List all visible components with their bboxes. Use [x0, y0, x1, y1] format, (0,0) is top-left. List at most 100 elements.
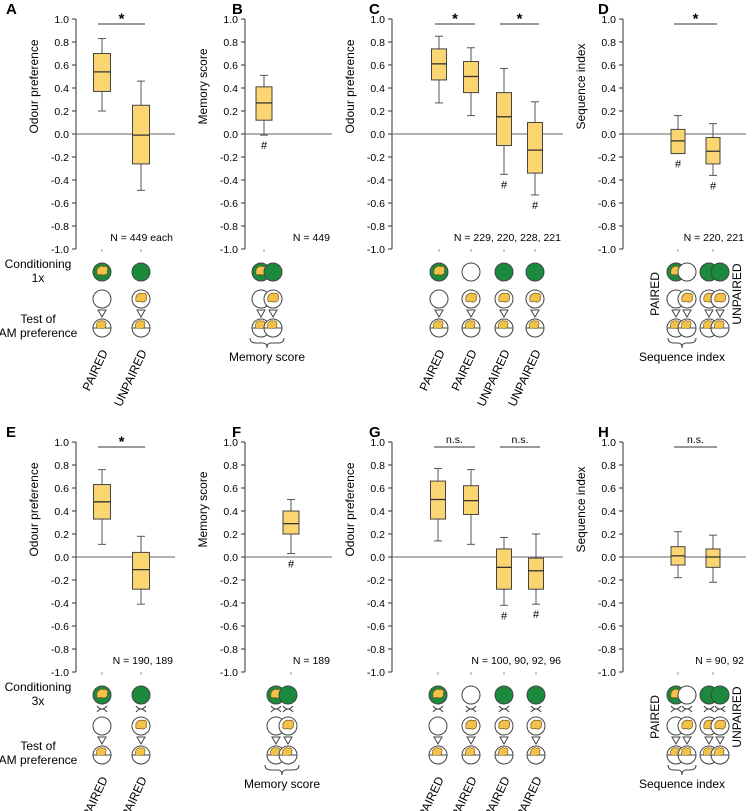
- larva-body: [96, 265, 108, 276]
- significance-hash: #: [532, 200, 539, 212]
- larva-body: [96, 688, 108, 699]
- significance-ns: n.s.: [687, 434, 704, 446]
- y-tick-label: 0.8: [223, 460, 238, 472]
- significance-star: *: [119, 434, 125, 451]
- y-tick-label: -0.6: [367, 198, 385, 210]
- down-arrow-icon: [283, 736, 293, 746]
- y-tick-label: 0.2: [223, 106, 238, 118]
- y-axis-label: Sequence index: [574, 43, 588, 129]
- repeat-loop: [670, 708, 682, 713]
- y-axis-label: Odour preference: [27, 462, 41, 556]
- y-tick-label: -1.0: [598, 667, 616, 679]
- repeat-loop: [96, 708, 108, 713]
- significance-hash: #: [710, 180, 717, 192]
- schematic-label-conditioning: Conditioning: [5, 680, 72, 694]
- y-tick-label: -0.8: [51, 221, 69, 233]
- panel-label: F: [232, 424, 241, 441]
- schematic-label-am: AM preference: [0, 326, 78, 340]
- sample-size-label: N = 90, 92: [695, 655, 744, 667]
- y-tick-label: 0.6: [54, 60, 69, 72]
- y-tick-label: -0.4: [598, 598, 616, 610]
- category-label: PAIRED: [416, 774, 447, 811]
- larva-icon: [530, 719, 542, 730]
- category-label-paired: PAIRED: [648, 695, 662, 739]
- schematic-label-conditioning: Conditioning: [5, 257, 72, 271]
- schematic-circle: [278, 685, 298, 705]
- down-arrow-icon: [271, 736, 281, 746]
- category-label: PAIRED: [449, 347, 480, 393]
- panel-label: E: [6, 424, 16, 441]
- y-tick-label: -1.0: [51, 667, 69, 679]
- y-tick-label: -0.4: [367, 175, 385, 187]
- y-tick-label: -0.4: [51, 175, 69, 187]
- schematic-circle: [263, 262, 283, 282]
- y-tick-label: -0.4: [51, 598, 69, 610]
- y-tick-label: 0.6: [370, 483, 385, 495]
- schematic-circle: [461, 262, 481, 282]
- y-tick-label: -0.8: [598, 221, 616, 233]
- category-label-paired: PAIRED: [648, 272, 662, 316]
- panel-label: H: [598, 424, 609, 441]
- y-tick-label: 0.8: [223, 37, 238, 49]
- panel-label: D: [598, 1, 609, 18]
- y-axis-label: Odour preference: [343, 462, 357, 556]
- category-label-unpaired: UNPAIRED: [730, 263, 744, 324]
- bracket-label: Sequence index: [639, 350, 725, 364]
- significance-hash: #: [261, 140, 268, 152]
- y-tick-label: 0.6: [223, 483, 238, 495]
- larva-icon: [498, 719, 510, 730]
- y-tick-label: 0.8: [601, 37, 616, 49]
- larva-icon: [529, 320, 540, 329]
- y-tick-label: 0.0: [54, 129, 69, 141]
- down-arrow-icon: [466, 736, 476, 746]
- y-tick-label: -0.8: [51, 644, 69, 656]
- y-tick-label: 0.6: [223, 60, 238, 72]
- down-arrow-icon: [682, 309, 692, 319]
- significance-star: *: [452, 11, 458, 28]
- y-axis-label: Memory score: [196, 48, 210, 124]
- larva-body: [96, 747, 107, 756]
- down-arrow-icon: [530, 309, 540, 319]
- down-arrow-icon: [704, 736, 714, 746]
- schematic-circle: [710, 685, 730, 705]
- repeat-loop: [432, 708, 444, 713]
- larva-icon: [714, 292, 726, 303]
- y-tick-label: 0.4: [601, 83, 616, 95]
- category-label-unpaired: UNPAIRED: [730, 686, 744, 747]
- y-tick-label: 0.0: [54, 552, 69, 564]
- schematic-label-test: Test of: [20, 312, 56, 326]
- y-tick-label: 0.4: [370, 506, 385, 518]
- significance-hash: #: [288, 559, 295, 571]
- larva-body: [681, 320, 692, 329]
- sample-size-label: N = 449: [293, 232, 330, 244]
- larva-icon: [433, 265, 445, 276]
- y-tick-label: 1.0: [601, 437, 616, 449]
- sample-size-label: N = 190, 189: [113, 655, 174, 667]
- y-axis-label: Odour preference: [343, 39, 357, 133]
- y-tick-label: 0.0: [370, 552, 385, 564]
- larva-icon: [135, 747, 146, 756]
- panel-label: A: [6, 1, 17, 18]
- larva-body: [465, 719, 477, 730]
- down-arrow-icon: [715, 736, 725, 746]
- y-tick-label: 0.2: [54, 529, 69, 541]
- brace: [667, 764, 697, 776]
- larva-icon: [529, 292, 541, 303]
- category-label: PAIRED: [80, 774, 111, 811]
- schematic-circle: [525, 262, 545, 282]
- bracket-label: Sequence index: [639, 777, 725, 791]
- repeat-loop: [135, 708, 147, 713]
- down-arrow-icon: [682, 736, 692, 746]
- down-arrow-icon: [136, 736, 146, 746]
- schematic-circle: [92, 716, 112, 736]
- larva-body: [465, 292, 477, 303]
- down-arrow-icon: [97, 309, 107, 319]
- larva-body: [681, 747, 692, 756]
- y-axis-label: Odour preference: [27, 39, 41, 133]
- y-tick-label: 0.8: [370, 37, 385, 49]
- y-tick-label: 0.6: [601, 483, 616, 495]
- larva-body: [498, 320, 509, 329]
- y-tick-label: 0.2: [601, 529, 616, 541]
- y-tick-label: 0.4: [601, 506, 616, 518]
- y-tick-label: 0.2: [601, 106, 616, 118]
